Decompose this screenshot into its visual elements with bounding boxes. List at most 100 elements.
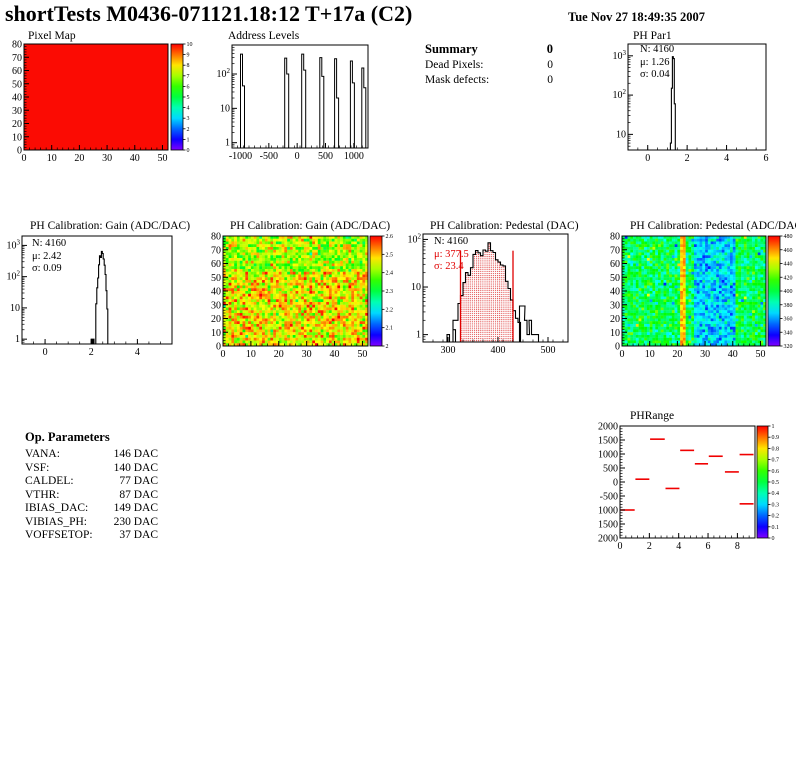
op-parameter-value: 87 DAC — [119, 488, 158, 501]
svg-text:50: 50 — [755, 349, 765, 360]
svg-text:0: 0 — [216, 342, 221, 353]
svg-text:10: 10 — [411, 282, 421, 293]
svg-text:10: 10 — [645, 349, 655, 360]
op-parameter-value: 37 DAC — [119, 529, 158, 541]
op-parameter-label: VOFFSETOP: — [25, 529, 93, 541]
svg-text:30: 30 — [302, 349, 312, 360]
svg-text:10: 10 — [211, 328, 221, 339]
pedestal-hist-title: PH Calibration: Pedestal (DAC) — [430, 220, 579, 232]
svg-text:0: 0 — [221, 349, 226, 360]
address-levels-plot: -1000 -500 0 500 1000 1 10 102 — [217, 44, 369, 162]
svg-text:20: 20 — [211, 314, 221, 325]
svg-text:0: 0 — [613, 478, 618, 489]
svg-text:30: 30 — [211, 300, 221, 311]
stat-sigma: σ: 23.4 — [434, 261, 464, 272]
dead-pixels-value: 0 — [547, 59, 553, 71]
mask-defects-value: 0 — [547, 74, 553, 86]
stat-mean: μ: 1.26 — [640, 56, 670, 68]
svg-text:20: 20 — [672, 349, 682, 360]
svg-text:0.1: 0.1 — [772, 525, 780, 531]
svg-text:1000: 1000 — [598, 450, 618, 461]
svg-text:0.5: 0.5 — [772, 480, 780, 486]
svg-text:40: 40 — [728, 349, 738, 360]
ph-range-plot: 0 2 4 6 8 2000 1500 1000 500 0 -500 1000 1500 2000 1 0.… — [598, 422, 780, 553]
svg-text:2: 2 — [386, 344, 389, 350]
svg-text:102: 102 — [7, 270, 21, 283]
svg-text:10: 10 — [47, 153, 57, 164]
op-parameter-row: VTHR: 87 DAC — [25, 489, 158, 503]
svg-text:340: 340 — [784, 330, 793, 336]
svg-text:10: 10 — [220, 103, 230, 114]
page-title: shortTests M0436-071121.18:12 T+17a (C2) — [5, 1, 413, 26]
svg-text:0.4: 0.4 — [772, 491, 780, 497]
svg-text:40: 40 — [330, 349, 340, 360]
svg-text:2: 2 — [685, 153, 690, 164]
svg-text:2.5: 2.5 — [386, 252, 394, 258]
op-parameter-row: VANA: 146 DAC — [25, 448, 158, 462]
svg-text:50: 50 — [157, 153, 167, 164]
svg-text:103: 103 — [613, 49, 627, 62]
svg-text:2: 2 — [187, 127, 190, 133]
gain-hist-stats: N: 4160 μ: 2.42 σ: 0.09 — [32, 238, 66, 276]
op-parameters-rows: VANA: 146 DAC VSF: 140 DAC CALDEL: 77 DAC VTHR… — [25, 448, 158, 543]
svg-text:20: 20 — [274, 349, 284, 360]
svg-text:-500: -500 — [260, 151, 278, 162]
svg-text:480: 480 — [784, 234, 793, 240]
svg-text:460: 460 — [784, 248, 793, 254]
mask-defects-label: Mask defects: — [425, 74, 490, 86]
stat-mean: μ: 2.42 — [32, 250, 62, 262]
svg-text:102: 102 — [613, 88, 627, 101]
op-parameter-row: VSF: 140 DAC — [25, 462, 158, 476]
svg-text:1000: 1000 — [598, 506, 618, 517]
svg-text:6: 6 — [706, 541, 711, 552]
svg-text:1: 1 — [187, 137, 190, 143]
op-parameter-value: 140 DAC — [113, 461, 158, 474]
op-parameters-block: Op. Parameters VANA: 146 DAC VSF: 140 DAC CA… — [25, 430, 158, 543]
svg-text:50: 50 — [12, 79, 22, 90]
ph-par1-title: PH Par1 — [633, 30, 672, 42]
svg-text:2: 2 — [89, 347, 94, 358]
op-parameter-row: CALDEL: 77 DAC — [25, 475, 158, 489]
summary-block: Summary 0 Dead Pixels: 0 Mask defects: 0 — [425, 42, 553, 88]
svg-text:0.8: 0.8 — [772, 446, 780, 452]
svg-text:30: 30 — [102, 153, 112, 164]
svg-text:9: 9 — [187, 53, 190, 59]
svg-text:40: 40 — [130, 153, 140, 164]
svg-text:60: 60 — [12, 66, 22, 77]
svg-text:50: 50 — [610, 273, 620, 284]
svg-text:1: 1 — [15, 334, 20, 345]
svg-text:60: 60 — [610, 259, 620, 270]
svg-text:2: 2 — [647, 541, 652, 552]
summary-heading-value: 0 — [546, 42, 553, 56]
svg-text:0: 0 — [615, 342, 620, 353]
svg-text:10: 10 — [187, 42, 193, 48]
stat-entries: N: 4160 — [640, 44, 675, 55]
svg-text:7: 7 — [187, 74, 190, 80]
svg-text:10: 10 — [12, 132, 22, 143]
svg-text:10: 10 — [616, 129, 626, 140]
svg-text:0: 0 — [187, 148, 190, 154]
svg-text:6: 6 — [764, 153, 769, 164]
svg-text:40: 40 — [610, 287, 620, 298]
op-parameter-label: VANA: — [25, 448, 60, 460]
svg-text:420: 420 — [784, 275, 793, 281]
svg-text:500: 500 — [541, 345, 556, 356]
op-parameter-label: CALDEL: — [25, 475, 74, 487]
svg-text:50: 50 — [357, 349, 367, 360]
svg-text:50: 50 — [211, 273, 221, 284]
svg-text:440: 440 — [784, 262, 793, 268]
svg-text:30: 30 — [12, 106, 22, 117]
svg-text:4: 4 — [724, 153, 729, 164]
svg-text:400: 400 — [784, 289, 793, 295]
svg-text:60: 60 — [211, 259, 221, 270]
svg-text:4: 4 — [676, 541, 681, 552]
svg-text:1: 1 — [225, 138, 230, 149]
op-parameter-value: 149 DAC — [113, 502, 158, 514]
pedestal-map-title: PH Calibration: Pedestal (ADC/DAC — [630, 220, 796, 232]
svg-text:70: 70 — [211, 245, 221, 256]
svg-text:2.6: 2.6 — [386, 234, 394, 240]
summary-heading: Summary — [425, 42, 478, 56]
pedestal-hist-plot: 300 400 500 1 10 102 — [408, 232, 569, 356]
